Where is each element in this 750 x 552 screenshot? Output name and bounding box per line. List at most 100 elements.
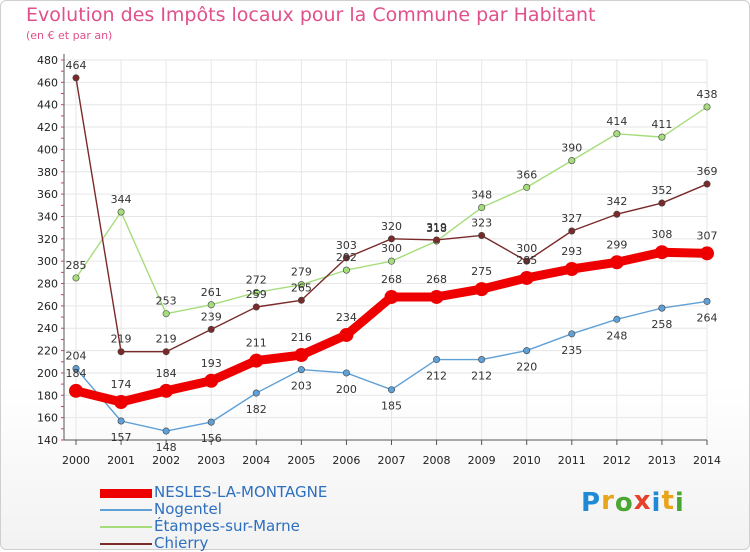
data-label: 285 <box>66 259 87 272</box>
series-point-1 <box>252 389 260 397</box>
proxiti-logo: Proxiti <box>581 486 685 518</box>
series-point-2 <box>387 257 395 265</box>
data-label: 253 <box>156 295 177 308</box>
y-tick-label: 220 <box>37 345 58 358</box>
y-tick-label: 320 <box>37 233 58 246</box>
data-label: 323 <box>471 216 492 229</box>
x-tick-label: 2009 <box>468 454 496 467</box>
y-tick-label: 180 <box>37 389 58 402</box>
series-point-3 <box>297 296 305 304</box>
data-label: 264 <box>697 311 718 324</box>
series-point-3 <box>387 235 395 243</box>
series-point-0 <box>339 327 354 342</box>
data-label: 320 <box>381 220 402 233</box>
series-point-3 <box>117 348 125 356</box>
y-tick-label: 480 <box>37 54 58 67</box>
series-point-1 <box>703 297 711 305</box>
data-label: 411 <box>651 118 672 131</box>
series-point-3 <box>613 210 621 218</box>
data-label: 235 <box>561 344 582 357</box>
x-tick-label: 2013 <box>648 454 676 467</box>
series-point-3 <box>342 254 350 262</box>
series-point-2 <box>72 274 80 282</box>
x-tick-label: 2007 <box>378 454 406 467</box>
logo-letter: P <box>581 488 602 518</box>
series-point-0 <box>519 270 534 285</box>
series-point-0 <box>159 383 174 398</box>
data-label: 308 <box>651 228 672 241</box>
chart-title: Evolution des Impôts locaux pour la Comm… <box>26 4 596 26</box>
legend-swatch <box>100 489 152 498</box>
y-tick-label: 140 <box>37 434 58 447</box>
series-point-2 <box>297 281 305 289</box>
series-point-0 <box>700 246 714 261</box>
series-point-0 <box>69 383 83 398</box>
y-tick-label: 240 <box>37 322 58 335</box>
x-tick-label: 2004 <box>242 454 270 467</box>
data-label: 300 <box>381 242 402 255</box>
series-point-3 <box>478 231 486 239</box>
data-label: 184 <box>66 367 87 380</box>
y-tick-label: 300 <box>37 255 58 268</box>
x-tick-label: 2014 <box>693 454 721 467</box>
y-tick-label: 460 <box>37 76 58 89</box>
x-tick-label: 2006 <box>332 454 360 467</box>
series-point-2 <box>207 301 215 309</box>
y-tick-label: 360 <box>37 188 58 201</box>
data-label: 366 <box>516 168 537 181</box>
data-label: 307 <box>697 229 718 242</box>
y-tick-label: 380 <box>37 166 58 179</box>
x-tick-label: 2003 <box>197 454 225 467</box>
series-point-1 <box>613 315 621 323</box>
data-label: 212 <box>426 370 447 383</box>
logo-letter: i <box>651 488 662 518</box>
y-tick-label: 400 <box>37 143 58 156</box>
series-point-2 <box>613 130 621 138</box>
legend-swatch <box>100 509 152 511</box>
data-label: 216 <box>291 331 312 344</box>
series-point-1 <box>72 364 80 372</box>
series-point-3 <box>207 325 215 333</box>
series-point-2 <box>117 208 125 216</box>
series-point-2 <box>523 183 531 191</box>
legend-label: Nogentel <box>154 500 222 518</box>
series-point-3 <box>523 257 531 265</box>
x-tick-label: 2000 <box>62 454 90 467</box>
series-point-1 <box>658 304 666 312</box>
series-point-3 <box>703 180 711 188</box>
data-label: 261 <box>201 286 222 299</box>
series-point-1 <box>478 356 486 364</box>
data-label: 182 <box>246 403 267 416</box>
series-point-1 <box>523 347 531 355</box>
data-label: 157 <box>111 431 132 444</box>
series-point-1 <box>297 366 305 374</box>
legend-label: Étampes-sur-Marne <box>154 517 300 535</box>
series-point-0 <box>384 289 399 304</box>
series-point-0 <box>249 353 264 368</box>
series-point-1 <box>162 427 170 435</box>
data-label: 184 <box>156 367 177 380</box>
series-point-0 <box>429 289 444 304</box>
series-point-0 <box>114 395 129 409</box>
data-label: 279 <box>291 266 312 279</box>
data-label: 348 <box>471 189 492 202</box>
series-point-0 <box>654 245 669 260</box>
logo-letter: t <box>661 486 675 516</box>
data-label: 211 <box>246 337 267 350</box>
series-point-0 <box>564 262 579 276</box>
series-point-3 <box>433 236 441 244</box>
logo-letter: r <box>601 486 615 516</box>
data-label: 219 <box>111 333 132 346</box>
x-tick-label: 2001 <box>107 454 135 467</box>
data-label: 200 <box>336 383 357 396</box>
series-point-1 <box>207 418 215 426</box>
data-label: 299 <box>606 238 627 251</box>
y-tick-label: 440 <box>37 99 58 112</box>
series-point-0 <box>609 255 624 270</box>
series-point-1 <box>342 369 350 377</box>
y-tick-label: 200 <box>37 367 58 380</box>
legend-swatch <box>100 526 152 528</box>
data-label: 268 <box>381 273 402 286</box>
series-point-1 <box>117 417 125 425</box>
series-point-1 <box>568 330 576 338</box>
